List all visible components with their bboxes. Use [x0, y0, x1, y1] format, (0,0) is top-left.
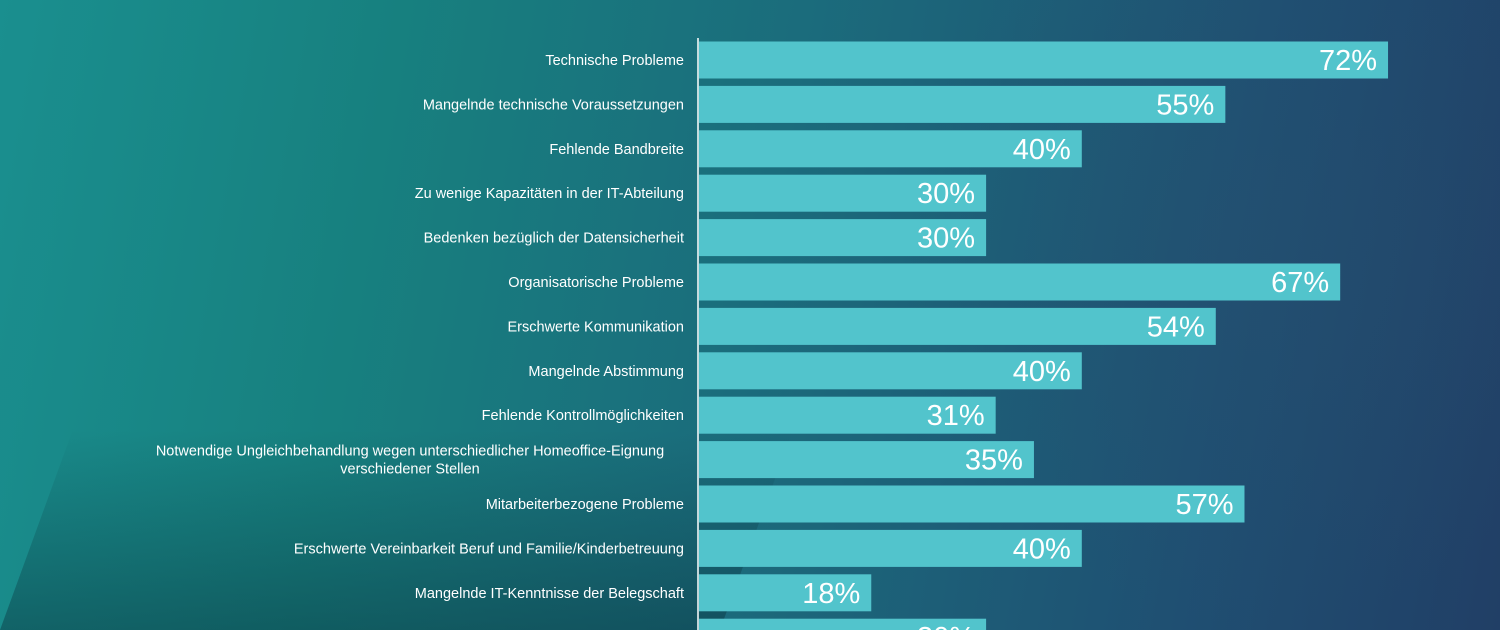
- bar-value-label: 30%: [917, 223, 975, 255]
- bar: [699, 85, 1226, 123]
- bar-value-label: 40%: [1013, 134, 1071, 166]
- bar: [699, 529, 1082, 567]
- category-label: Fehlende Kontrollmöglichkeiten: [482, 408, 684, 424]
- bar: [699, 263, 1341, 301]
- category-label: Mangelnde IT-Kenntnisse der Belegschaft: [415, 586, 684, 602]
- bar: [699, 219, 987, 257]
- category-label: Erschwerte Kommunikation: [508, 319, 685, 335]
- category-label: Organisatorische Probleme: [508, 275, 684, 291]
- bar: [699, 352, 1082, 390]
- category-labels-group: Technische Probleme Mangelnde technische …: [156, 53, 684, 602]
- category-label: Fehlende Bandbreite: [549, 142, 684, 158]
- bar-value-label: 30%: [917, 178, 975, 210]
- bar-value-label: 18%: [802, 578, 860, 610]
- category-label: Mangelnde technische Voraussetzungen: [423, 97, 684, 113]
- category-label: Bedenken bezüglich der Datensicherheit: [424, 231, 684, 247]
- bar: [699, 618, 987, 630]
- bar: [699, 396, 996, 434]
- bar-value-label: 54%: [1147, 311, 1205, 343]
- bar-value-label: 67%: [1271, 267, 1329, 299]
- bar: [699, 307, 1216, 345]
- category-label-line: verschiedener Stellen: [340, 462, 479, 478]
- bar-value-label: 72%: [1319, 45, 1377, 77]
- bar-value-label: 35%: [965, 445, 1023, 477]
- category-label: Mitarbeiterbezogene Probleme: [486, 497, 684, 513]
- bar: [699, 41, 1389, 79]
- bars-group: 72% 55% 40% 30% 30% 67% 54% 40% 31% 35% 57% 40% 18% 3…: [699, 41, 1389, 630]
- category-label: Erschwerte Vereinbarkeit Beruf und Famil…: [294, 541, 684, 557]
- bar-value-label: 57%: [1175, 489, 1233, 521]
- category-label: Technische Probleme: [545, 53, 684, 69]
- category-label: Zu wenige Kapazitäten in der IT-Abteilun…: [415, 186, 684, 202]
- bar: [699, 574, 872, 612]
- category-label-line: Notwendige Ungleichbehandlung wegen unte…: [156, 444, 664, 460]
- bar-value-label: 40%: [1013, 356, 1071, 388]
- category-label: Notwendige Ungleichbehandlung wegen unte…: [156, 444, 664, 478]
- bar-value-label: 40%: [1013, 533, 1071, 565]
- bar: [699, 441, 1034, 479]
- category-label: Mangelnde Abstimmung: [528, 364, 684, 380]
- bar-value-label: 31%: [927, 400, 985, 432]
- bar-value-label: 55%: [1156, 89, 1214, 121]
- bar: [699, 130, 1082, 168]
- bar: [699, 485, 1245, 523]
- bar-value-label: 30%: [917, 622, 975, 630]
- bar: [699, 174, 987, 212]
